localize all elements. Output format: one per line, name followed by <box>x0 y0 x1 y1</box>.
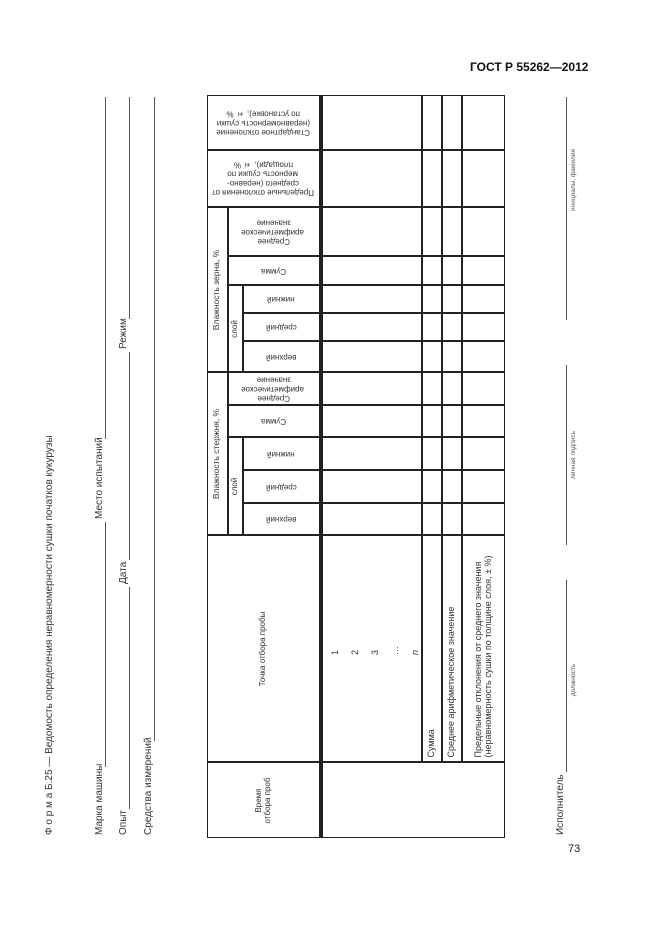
header-stem-layer: слой <box>227 437 243 536</box>
label-mode: Режим <box>118 318 129 349</box>
position-line[interactable] <box>566 580 567 772</box>
header-stem-middle: средний <box>242 470 320 504</box>
data-cell[interactable] <box>321 95 422 151</box>
header-grain-upper: верхний <box>242 341 320 373</box>
data-cell[interactable] <box>441 285 462 314</box>
data-cell[interactable] <box>461 150 505 208</box>
signature-line[interactable] <box>566 365 567 545</box>
data-cell[interactable] <box>321 150 422 208</box>
data-cell[interactable] <box>421 285 442 314</box>
data-cell[interactable] <box>321 437 422 471</box>
header-grain-sum: Сумма <box>227 256 320 286</box>
data-cell[interactable] <box>461 372 505 406</box>
data-cell[interactable] <box>461 95 505 151</box>
time-cell[interactable] <box>321 762 505 839</box>
data-cell[interactable] <box>321 470 422 504</box>
header-stem-group: Влажность стержня, % <box>206 372 228 536</box>
data-cell[interactable] <box>421 470 442 504</box>
data-cell[interactable] <box>461 405 505 438</box>
caption-name: инициалы, фамилия <box>570 149 577 211</box>
data-cell[interactable] <box>441 150 462 208</box>
data-cell[interactable] <box>441 470 462 504</box>
data-cell[interactable] <box>421 341 442 373</box>
data-cell[interactable] <box>421 207 442 257</box>
row-number: 2 <box>350 649 360 655</box>
data-cell[interactable] <box>441 313 462 342</box>
label-executor: Исполнитель <box>555 774 566 835</box>
header-point: Точка отбора пробы <box>206 535 320 763</box>
data-cell[interactable] <box>441 503 462 536</box>
data-cell[interactable] <box>421 437 442 471</box>
data-cell[interactable] <box>321 256 422 286</box>
data-cell[interactable] <box>421 256 442 286</box>
header-grain-group: Влажность зерна, % <box>206 207 228 373</box>
name-line[interactable] <box>566 97 567 320</box>
data-cell[interactable] <box>321 285 422 314</box>
data-cell[interactable] <box>441 341 462 373</box>
header-time: Время отбора проб <box>206 762 320 839</box>
experiment-line[interactable] <box>129 587 130 809</box>
data-cell[interactable] <box>321 503 422 536</box>
label-instruments: Средства измерений <box>143 737 154 835</box>
data-cell[interactable] <box>421 503 442 536</box>
data-cell[interactable] <box>421 150 442 208</box>
header-grain-middle: средний <box>242 313 320 342</box>
data-cell[interactable] <box>321 207 422 257</box>
data-cell[interactable] <box>321 372 422 406</box>
data-cell[interactable] <box>421 372 442 406</box>
data-cell[interactable] <box>421 95 442 151</box>
data-cell[interactable] <box>441 207 462 257</box>
data-cell[interactable] <box>321 341 422 373</box>
data-cell[interactable] <box>461 470 505 504</box>
data-cell[interactable] <box>461 256 505 286</box>
place-line[interactable] <box>105 97 106 439</box>
row-number: … <box>390 646 400 655</box>
document-number: ГОСТ Р 55262—2012 <box>470 60 589 74</box>
date-line[interactable] <box>129 352 130 560</box>
header-std-deviation: Стандартное отклонение (неравномерность … <box>206 95 320 151</box>
data-cell[interactable] <box>321 405 422 438</box>
data-cell[interactable] <box>321 313 422 342</box>
data-cell[interactable] <box>421 313 442 342</box>
data-cell[interactable] <box>441 405 462 438</box>
header-grain-mean: Среднее арифметическое значение <box>227 207 320 257</box>
instruments-line[interactable] <box>154 97 155 741</box>
header-grain-layer: слой <box>227 285 243 373</box>
data-cell[interactable] <box>441 256 462 286</box>
header-stem-mean: Среднее арифметическое значение <box>227 372 320 406</box>
header-stem-lower: нижний <box>242 437 320 471</box>
page-number: 73 <box>568 843 581 855</box>
label-place: Место испытаний <box>94 437 105 519</box>
row-numbers: 1 2 3 … n <box>325 646 425 655</box>
form-title: Ф о р м а Б.25 — Ведомость определения н… <box>44 435 55 835</box>
data-cell[interactable] <box>421 405 442 438</box>
label-date: Дата <box>118 561 129 584</box>
data-cell[interactable] <box>461 437 505 471</box>
data-cell[interactable] <box>461 207 505 257</box>
machine-line[interactable] <box>105 522 106 767</box>
data-cell[interactable] <box>461 341 505 373</box>
data-cell[interactable] <box>461 285 505 314</box>
data-cell[interactable] <box>461 503 505 536</box>
label-machine: Марка машины <box>94 763 105 835</box>
mode-line[interactable] <box>129 97 130 319</box>
data-cell[interactable] <box>461 313 505 342</box>
label-experiment: Опыт <box>118 810 129 835</box>
data-cell[interactable] <box>441 95 462 151</box>
row-sum-label: Сумма <box>421 535 442 763</box>
row-number: 1 <box>330 649 340 655</box>
row-limit-label: Предельные отклонения от среднего значен… <box>461 535 505 763</box>
caption-position: должность <box>570 663 577 697</box>
row-number: 3 <box>370 649 380 655</box>
header-grain-lower: нижний <box>242 285 320 314</box>
header-stem-upper: верхний <box>242 503 320 536</box>
data-cell[interactable] <box>441 437 462 471</box>
row-mean-label: Среднее арифметическое значение <box>441 535 462 763</box>
header-limit-deviation: Предельные отклонения от среднего (нерав… <box>206 150 320 208</box>
data-cell[interactable] <box>441 372 462 406</box>
header-stem-sum: Сумма <box>227 405 320 438</box>
caption-signature: личная подпись <box>570 431 577 479</box>
